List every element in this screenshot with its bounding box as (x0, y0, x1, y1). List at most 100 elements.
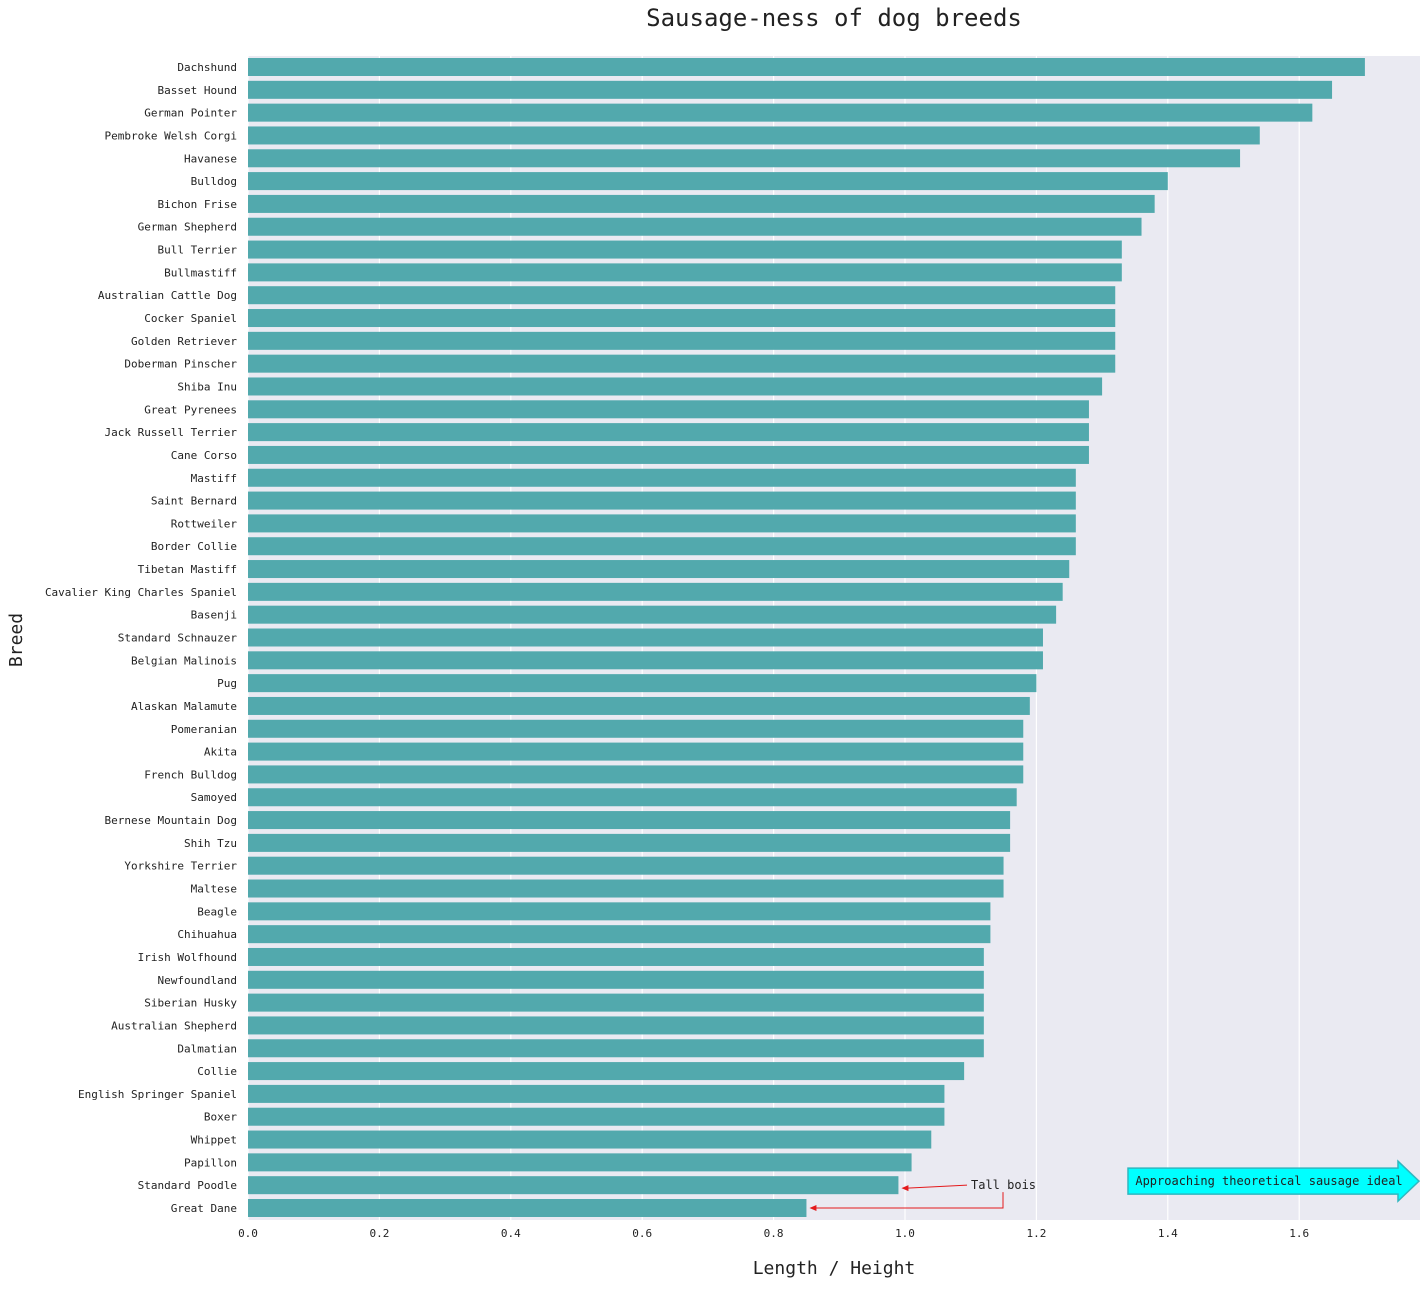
bar (248, 1039, 984, 1058)
bar (248, 605, 1057, 624)
bar (248, 468, 1076, 487)
bar (248, 400, 1089, 419)
bar (248, 1153, 912, 1172)
bar (248, 126, 1260, 145)
bar (248, 765, 1024, 784)
category-label: Beagle (197, 905, 237, 918)
category-label: Bull Terrier (158, 244, 238, 257)
annotations: Tall bois Approaching theoretical sausage… (809, 1159, 1421, 1211)
category-label: Bernese Mountain Dog (105, 814, 237, 827)
bar (248, 149, 1241, 168)
bar (248, 651, 1043, 670)
bar (248, 514, 1076, 533)
category-label: Australian Cattle Dog (98, 289, 237, 302)
category-label: Rottweiler (171, 517, 238, 530)
annotation-arrowhead (809, 1205, 817, 1211)
bar (248, 833, 1011, 852)
category-label: Doberman Pinscher (124, 358, 237, 371)
category-label: Basset Hound (158, 84, 237, 97)
annotation-arrow (907, 1184, 968, 1189)
bar (248, 1199, 807, 1217)
bar (248, 788, 1017, 807)
x-tick-label: 1.0 (895, 1227, 915, 1240)
category-label: Akita (204, 746, 237, 759)
annotation-arrowhead (901, 1185, 909, 1192)
bar (248, 423, 1089, 442)
category-label: Golden Retriever (131, 335, 237, 348)
bar (248, 537, 1076, 556)
category-labels: Dachshund Basset Hound German Pointer Pembr… (45, 61, 237, 1215)
bar (248, 103, 1313, 122)
y-axis-label: Breed (6, 613, 27, 667)
category-label: Pomeranian (171, 723, 237, 736)
bar (248, 286, 1116, 305)
category-label: Papillon (184, 1156, 237, 1169)
bar (248, 1016, 984, 1035)
category-label: Basenji (191, 609, 237, 622)
bar (248, 240, 1122, 259)
bar (248, 331, 1116, 350)
bar (248, 172, 1168, 191)
category-label: Standard Schnauzer (118, 632, 238, 645)
bar (248, 354, 1116, 373)
category-label: Shih Tzu (184, 837, 237, 850)
x-tick-label: 1.6 (1289, 1227, 1309, 1240)
x-tick-label: 1.4 (1158, 1227, 1178, 1240)
category-label: English Springer Spaniel (78, 1088, 237, 1101)
category-label: Australian Shepherd (111, 1019, 237, 1032)
category-label: Havanese (184, 152, 237, 165)
x-tick-label: 0.4 (501, 1227, 521, 1240)
bar (248, 263, 1122, 282)
bar (248, 902, 991, 921)
category-label: Saint Bernard (151, 495, 237, 508)
bar (248, 925, 991, 944)
category-label: Cocker Spaniel (144, 312, 237, 325)
category-label: Bichon Frise (158, 198, 237, 211)
category-label: Shiba Inu (177, 380, 237, 393)
category-label: Dachshund (177, 61, 237, 74)
category-label: Whippet (191, 1134, 237, 1147)
category-label: Irish Wolfhound (138, 951, 237, 964)
bar (248, 719, 1024, 738)
bar (248, 560, 1070, 579)
bar (248, 377, 1103, 396)
category-label: Cane Corso (171, 449, 237, 462)
chart-title: Sausage-ness of dog breeds (646, 4, 1022, 32)
category-label: Dalmatian (177, 1042, 237, 1055)
bar (248, 742, 1024, 761)
category-label: Mastiff (191, 472, 237, 485)
category-label: Alaskan Malamute (131, 700, 237, 713)
bar (248, 58, 1365, 76)
x-tick-labels: 0.0 0.2 0.4 0.6 0.8 1.0 1.2 1.4 1.6 (238, 1227, 1309, 1240)
bar (248, 674, 1037, 693)
bar (248, 194, 1155, 213)
x-tick-label: 0.6 (632, 1227, 652, 1240)
bar (248, 947, 984, 966)
category-label: Standard Poodle (138, 1179, 237, 1192)
bar (248, 696, 1030, 715)
sausage-ideal-label: Approaching theoretical sausage ideal (1135, 1174, 1402, 1188)
category-label: Tibetan Mastiff (138, 563, 237, 576)
category-label: Jack Russell Terrier (105, 426, 238, 439)
category-label: German Pointer (144, 107, 237, 120)
category-label: Great Dane (171, 1202, 237, 1215)
bars (248, 58, 1365, 1217)
bar (248, 80, 1333, 99)
bar (248, 445, 1089, 464)
category-label: Siberian Husky (144, 997, 237, 1010)
category-label: German Shepherd (138, 221, 237, 234)
x-tick-label: 0.0 (238, 1227, 258, 1240)
bar (248, 628, 1043, 647)
bar (248, 879, 1004, 898)
category-label: Bullmastiff (164, 266, 237, 279)
category-label: Newfoundland (158, 974, 237, 987)
category-label: Cavalier King Charles Spaniel (45, 586, 237, 599)
bar (248, 1107, 945, 1126)
bar (248, 217, 1142, 236)
bar (248, 491, 1076, 510)
bar (248, 811, 1011, 830)
bar (248, 993, 984, 1012)
bar (248, 970, 984, 989)
